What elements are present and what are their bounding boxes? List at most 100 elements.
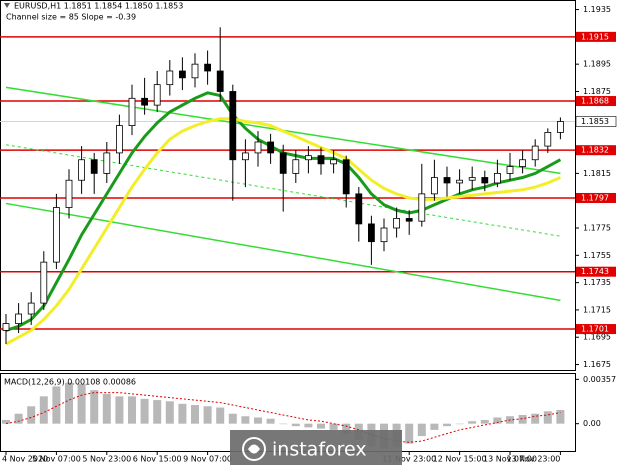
- macd-y-tick-label: 0.00: [583, 419, 601, 428]
- level-label: 1.1868: [581, 97, 609, 106]
- candle-body: [53, 207, 60, 263]
- macd-label: MACD(12,26,9) 0.00108 0.00086: [4, 378, 136, 387]
- x-tick-label: 4 Nov 2020: [2, 455, 48, 464]
- candle-body: [304, 155, 312, 161]
- channel-middle: [5, 144, 561, 237]
- x-tick-label: 6 Nov 15:00: [133, 455, 182, 464]
- macd-bar: [39, 396, 48, 424]
- level-label: 1.1832: [581, 146, 609, 155]
- last-price-box: [575, 116, 617, 127]
- y-tick-label: 1.1935: [583, 5, 611, 14]
- candle-body: [380, 227, 388, 243]
- candle-body: [443, 177, 451, 184]
- candle-body: [367, 223, 375, 243]
- macd-bar: [430, 423, 439, 430]
- candle-body: [279, 152, 287, 174]
- macd-bar: [165, 401, 174, 424]
- watermark-logo-mark: [248, 444, 260, 454]
- price-frame: [0, 0, 576, 371]
- macd-bar: [455, 423, 464, 425]
- macd-bar: [65, 382, 73, 424]
- candle-body: [330, 159, 338, 165]
- candle-body: [430, 177, 438, 195]
- macd-bar: [14, 413, 23, 424]
- candle-body: [468, 177, 476, 181]
- level-label-box: [576, 192, 616, 203]
- macd-bar: [468, 421, 477, 424]
- y-tick-label: 1.1675: [583, 360, 611, 369]
- candle-body: [405, 218, 413, 222]
- macd-bar: [279, 423, 288, 425]
- level-label-box: [576, 145, 616, 156]
- y-tick-label: 1.1815: [583, 169, 611, 178]
- candle-body: [2, 323, 10, 331]
- candle-body: [90, 159, 98, 174]
- candle-body: [15, 313, 23, 324]
- macd-bar: [128, 396, 136, 424]
- chart-title: EURUSD,H1 1.1851 1.1854 1.1850 1.1853: [14, 2, 183, 11]
- x-tick-label: 13 Nov 23:00: [506, 455, 560, 464]
- level-label-box: [576, 324, 616, 335]
- macd-bar: [556, 410, 565, 424]
- candle-body: [418, 193, 426, 222]
- x-tick-label: 5 Nov 07:00: [32, 455, 81, 464]
- candle-body: [128, 97, 136, 127]
- watermark-logo: [242, 437, 266, 461]
- macd-bar: [77, 383, 86, 424]
- candle-body: [229, 91, 237, 161]
- candle-body: [78, 159, 85, 181]
- macd-bar: [27, 406, 36, 424]
- macd-bar: [317, 423, 325, 429]
- macd-bar: [342, 423, 351, 434]
- candle-body: [393, 218, 401, 229]
- y-tick-label: 1.1755: [583, 251, 611, 260]
- macd-bar: [443, 423, 451, 427]
- candle-body: [40, 261, 48, 304]
- y-tick-label: 1.1695: [583, 333, 611, 342]
- level-label: 1.1915: [581, 32, 609, 41]
- candle-body: [116, 125, 123, 154]
- macd-bar: [2, 419, 10, 424]
- candle-body: [267, 141, 275, 154]
- macd-bar: [191, 405, 199, 424]
- macd-bar: [52, 386, 61, 424]
- candle-body: [317, 155, 325, 165]
- macd-signal: [5, 392, 561, 443]
- macd-bar: [115, 396, 124, 424]
- candle-body: [456, 179, 464, 184]
- macd-bar: [518, 414, 527, 424]
- macd-bar: [405, 423, 414, 444]
- macd-bar: [216, 407, 225, 424]
- macd-bar: [266, 418, 275, 424]
- candle-body: [292, 159, 300, 174]
- x-tick-label: 13 Nov 07:00: [483, 455, 537, 464]
- candle-body: [65, 179, 73, 208]
- macd-y-tick-label: 0.00357: [583, 375, 616, 384]
- candle-body: [506, 166, 514, 174]
- macd-bar: [90, 390, 99, 424]
- macd-bar: [417, 423, 426, 437]
- candle-body: [519, 159, 526, 167]
- symbol-icon: [4, 3, 10, 8]
- macd-bar: [153, 400, 162, 424]
- x-tick-label: 9 Nov 07:00: [183, 455, 232, 464]
- level-label-box: [576, 266, 616, 277]
- candle-body: [178, 70, 186, 79]
- macd-bar: [531, 413, 540, 424]
- level-label-box: [576, 31, 616, 42]
- y-tick-label: 1.1875: [583, 87, 611, 96]
- candle-body: [191, 63, 199, 79]
- candle-body: [355, 193, 363, 225]
- macd-bar: [543, 411, 552, 424]
- last-price-label: 1.1853: [581, 117, 609, 126]
- macd-bar: [228, 413, 237, 424]
- macd-bar: [254, 417, 262, 424]
- channel-lower: [5, 202, 561, 302]
- level-label: 1.1797: [581, 193, 609, 202]
- plot: 1.1935 1.1895 1.1875 1.1815 1.1775 1.1755 1.17…: [0, 5, 616, 449]
- candle-body: [141, 97, 149, 106]
- candle-body: [493, 172, 501, 184]
- y-tick-label: 1.1895: [583, 60, 611, 69]
- chart-subtitle: Channel size = 85 Slope = -0.39: [6, 13, 136, 22]
